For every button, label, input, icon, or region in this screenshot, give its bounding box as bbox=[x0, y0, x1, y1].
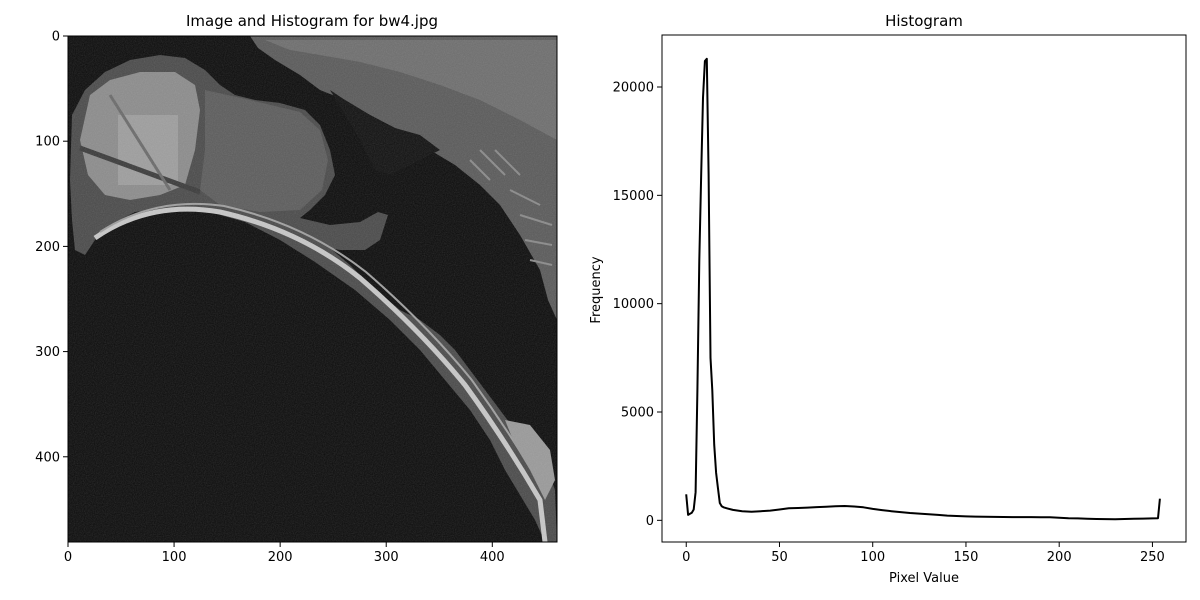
image-x-tick-label: 100 bbox=[162, 550, 187, 565]
histogram-y-tick-label: 20000 bbox=[613, 81, 654, 96]
histogram-y-tick-label: 5000 bbox=[621, 406, 654, 421]
image-panel: Image and Histogram for bw4.jpg bbox=[35, 12, 558, 565]
image-y-tick-label: 200 bbox=[35, 240, 60, 255]
satellite-image bbox=[68, 36, 557, 542]
image-y-tick-label: 0 bbox=[52, 30, 60, 45]
histogram-x-tick-label: 250 bbox=[1140, 550, 1165, 565]
image-x-ticks: 0 100 200 300 400 bbox=[64, 542, 505, 565]
histogram-series-line bbox=[685, 57, 1161, 521]
image-x-tick-label: 300 bbox=[374, 550, 399, 565]
histogram-y-ticks: 0 5000 10000 15000 20000 bbox=[613, 81, 662, 529]
image-title: Image and Histogram for bw4.jpg bbox=[186, 12, 438, 30]
image-x-tick-label: 400 bbox=[480, 550, 505, 565]
histogram-y-tick-label: 10000 bbox=[613, 297, 654, 312]
image-x-tick-label: 200 bbox=[268, 550, 293, 565]
image-y-tick-label: 100 bbox=[35, 135, 60, 150]
image-x-tick-label: 0 bbox=[64, 550, 72, 565]
histogram-x-tick-label: 50 bbox=[771, 550, 788, 565]
histogram-panel: Histogram 0 50 100 150 200 250 0 5000 10000 1500… bbox=[589, 12, 1187, 586]
image-y-tick-label: 400 bbox=[35, 450, 60, 465]
histogram-plot-area bbox=[661, 34, 1187, 543]
image-y-ticks: 0 100 200 300 400 bbox=[35, 30, 68, 465]
histogram-x-tick-label: 0 bbox=[682, 550, 690, 565]
histogram-y-tick-label: 0 bbox=[646, 514, 654, 529]
image-y-tick-label: 300 bbox=[35, 345, 60, 360]
histogram-x-tick-label: 100 bbox=[860, 550, 885, 565]
histogram-title: Histogram bbox=[885, 12, 963, 30]
histogram-x-axis-label: Pixel Value bbox=[889, 571, 959, 586]
histogram-y-tick-label: 15000 bbox=[613, 189, 654, 204]
histogram-y-axis-label: Frequency bbox=[589, 256, 604, 323]
histogram-x-ticks: 0 50 100 150 200 250 bbox=[682, 542, 1165, 565]
histogram-x-tick-label: 200 bbox=[1047, 550, 1072, 565]
histogram-x-tick-label: 150 bbox=[954, 550, 979, 565]
